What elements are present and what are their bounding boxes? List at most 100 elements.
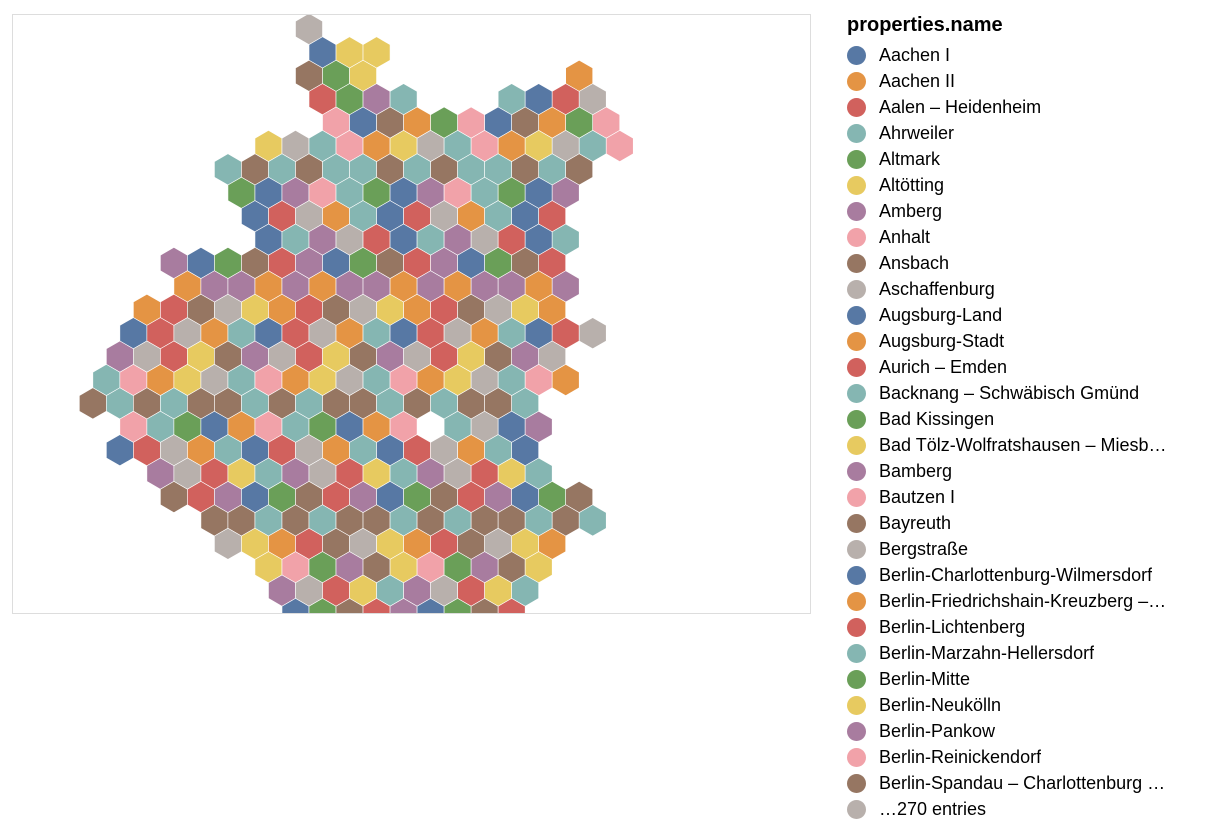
- district-hex[interactable]: [497, 598, 526, 613]
- legend-item: Aurich – Emden: [847, 354, 1213, 380]
- legend-swatch: [847, 331, 866, 351]
- legend-swatch: [847, 175, 866, 195]
- legend-label: Altmark: [879, 148, 941, 169]
- legend-label: Ahrweiler: [879, 122, 955, 143]
- legend-label: Backnang – Schwäbisch Gmünd: [879, 382, 1140, 403]
- legend-label: Amberg: [879, 200, 943, 221]
- legend-item: Anhalt: [847, 224, 1213, 250]
- legend-swatch: [847, 539, 866, 559]
- legend-item: Berlin-Charlottenburg-Wilmersdorf: [847, 562, 1213, 588]
- legend-label: Bamberg: [879, 460, 953, 481]
- legend-item: Amberg: [847, 198, 1213, 224]
- legend-label: Berlin-Pankow: [879, 720, 996, 741]
- legend-label: Aschaffenburg: [879, 278, 995, 299]
- legend-item: Berlin-Friedrichshain-Kreuzberg –…: [847, 588, 1213, 614]
- legend-label: Berlin-Mitte: [879, 668, 971, 689]
- legend-swatch: [847, 97, 866, 117]
- legend-swatch: [847, 435, 866, 455]
- legend-swatch: [847, 383, 866, 403]
- legend-item: Berlin-Lichtenberg: [847, 614, 1213, 640]
- legend-swatch: [847, 773, 866, 793]
- legend-swatch: [847, 669, 866, 689]
- district-hex[interactable]: [578, 504, 607, 537]
- legend-swatch: [847, 461, 866, 481]
- legend-label: Bergstraße: [879, 538, 969, 559]
- legend-label: Berlin-Charlottenburg-Wilmersdorf: [879, 564, 1153, 585]
- legend-item: …270 entries: [847, 796, 1213, 822]
- legend-list: Aachen I Aachen II Aalen – Heidenheim Ahrwe…: [847, 42, 1213, 822]
- legend-item: Aachen I: [847, 42, 1213, 68]
- legend-swatch: [847, 565, 866, 585]
- legend-swatch: [847, 123, 866, 143]
- legend-item: Ansbach: [847, 250, 1213, 276]
- legend-title: properties.name: [847, 14, 1003, 36]
- legend-swatch: [847, 227, 866, 247]
- legend-label: Bad Tölz-Wolfratshausen – Miesb…: [879, 434, 1167, 455]
- legend-item: Augsburg-Land: [847, 302, 1213, 328]
- legend-item: Bergstraße: [847, 536, 1213, 562]
- legend-item: Bayreuth: [847, 510, 1213, 536]
- legend-label: Berlin-Lichtenberg: [879, 616, 1026, 637]
- legend-swatch: [847, 721, 866, 741]
- legend-label: Berlin-Spandau – Charlottenburg …: [879, 772, 1166, 793]
- district-hex[interactable]: [578, 317, 607, 350]
- legend-item: Bad Kissingen: [847, 406, 1213, 432]
- legend-swatch: [847, 643, 866, 663]
- legend-item: Backnang – Schwäbisch Gmünd: [847, 380, 1213, 406]
- legend-item: Berlin-Reinickendorf: [847, 744, 1213, 770]
- legend-swatch: [847, 305, 866, 325]
- legend-label: Altötting: [879, 174, 945, 195]
- legend-item: Berlin-Pankow: [847, 718, 1213, 744]
- legend-item: Augsburg-Stadt: [847, 328, 1213, 354]
- legend-label: Aalen – Heidenheim: [879, 96, 1042, 117]
- legend-item: Berlin-Neukölln: [847, 692, 1213, 718]
- legend-label: Aachen I: [879, 44, 951, 65]
- legend-label: Berlin-Marzahn-Hellersdorf: [879, 642, 1095, 663]
- legend-label: Berlin-Neukölln: [879, 694, 1002, 715]
- legend-swatch: [847, 149, 866, 169]
- legend-item: Bad Tölz-Wolfratshausen – Miesb…: [847, 432, 1213, 458]
- legend-item: Bamberg: [847, 458, 1213, 484]
- legend-item: Bautzen I: [847, 484, 1213, 510]
- legend-label: Aachen II: [879, 70, 956, 91]
- district-hex[interactable]: [605, 130, 634, 162]
- legend-label: …270 entries: [879, 798, 987, 819]
- map-frame: [12, 14, 811, 614]
- legend-item: Altmark: [847, 146, 1213, 172]
- legend-swatch: [847, 279, 866, 299]
- legend-label: Bad Kissingen: [879, 408, 995, 429]
- legend-label: Berlin-Friedrichshain-Kreuzberg –…: [879, 590, 1167, 611]
- legend-item: Ahrweiler: [847, 120, 1213, 146]
- legend-item: Altötting: [847, 172, 1213, 198]
- legend: properties.name Aachen I Aachen II Aalen –…: [847, 12, 1213, 822]
- legend-label: Aurich – Emden: [879, 356, 1008, 377]
- legend-item: Berlin-Marzahn-Hellersdorf: [847, 640, 1213, 666]
- legend-label: Bautzen I: [879, 486, 956, 507]
- district-hex[interactable]: [551, 364, 580, 396]
- legend-label: Bayreuth: [879, 512, 952, 533]
- legend-item: Aschaffenburg: [847, 276, 1213, 302]
- legend-item: Berlin-Spandau – Charlottenburg …: [847, 770, 1213, 796]
- legend-swatch: [847, 357, 866, 377]
- legend-swatch: [847, 591, 866, 611]
- legend-swatch: [847, 747, 866, 767]
- legend-swatch: [847, 409, 866, 429]
- legend-swatch: [847, 253, 866, 273]
- legend-swatch: [847, 799, 866, 819]
- legend-swatch: [847, 71, 866, 91]
- legend-label: Ansbach: [879, 252, 950, 273]
- legend-label: Augsburg-Land: [879, 304, 1003, 325]
- legend-item: Aachen II: [847, 68, 1213, 94]
- legend-swatch: [847, 201, 866, 221]
- legend-item: Aalen – Heidenheim: [847, 94, 1213, 120]
- legend-label: Anhalt: [879, 226, 931, 247]
- legend-swatch: [847, 513, 866, 533]
- legend-item: Berlin-Mitte: [847, 666, 1213, 692]
- legend-swatch: [847, 45, 866, 65]
- legend-label: Berlin-Reinickendorf: [879, 746, 1042, 767]
- legend-label: Augsburg-Stadt: [879, 330, 1005, 351]
- legend-swatch: [847, 695, 866, 715]
- legend-swatch: [847, 487, 866, 507]
- hexbin-map: [79, 15, 634, 613]
- legend-swatch: [847, 617, 866, 637]
